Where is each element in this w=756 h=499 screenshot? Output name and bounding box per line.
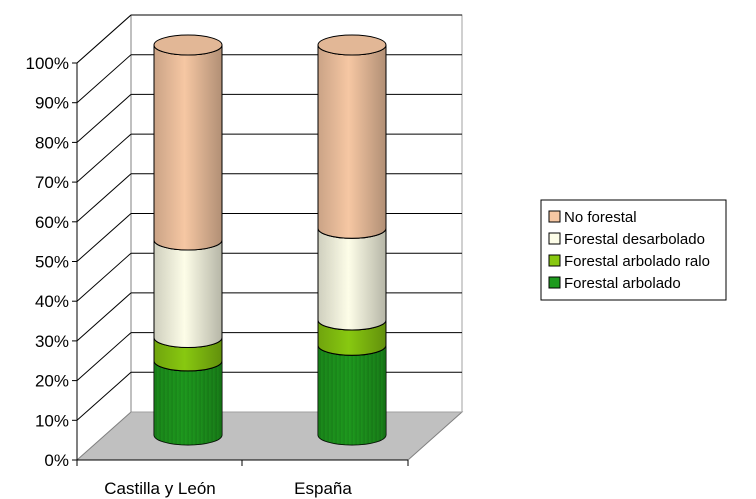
side-gridline	[76, 371, 132, 421]
side-gridline	[76, 213, 132, 262]
y-tick-label: 90%	[35, 94, 69, 113]
x-category-label: Castilla y León	[104, 479, 216, 498]
side-gridline	[76, 292, 132, 342]
x-category-labels: Castilla y León España	[104, 479, 352, 498]
legend-entry-label: Forestal arbolado ralo	[564, 253, 710, 270]
legend-swatch	[548, 210, 561, 223]
bar-castilla-y-leon	[153, 34, 223, 446]
side-gridline	[76, 54, 132, 104]
legend-swatch	[548, 232, 561, 245]
bar-segment-forestal-desarbolado	[317, 228, 387, 331]
legend: No forestal Forestal desarbolado Forestal …	[540, 199, 727, 301]
chart-floor	[75, 411, 464, 461]
y-tick-label: 50%	[35, 253, 69, 272]
bar-segment-no-forestal	[153, 44, 223, 251]
side-gridline	[76, 14, 132, 64]
bar-segment-no-forestal	[317, 44, 387, 239]
bar-segment-forestal-arbolado-texture	[318, 345, 386, 445]
side-gridline	[76, 332, 132, 381]
bar-segment-forestal-desarbolado	[153, 239, 223, 348]
y-tick-labels: 0% 10% 20% 30% 40% 50% 60% 70% 80% 90% 100%	[26, 54, 69, 470]
side-gridline	[76, 252, 132, 302]
bar-top-cap	[153, 34, 223, 56]
legend-entry-label: Forestal desarbolado	[564, 231, 705, 248]
legend-box	[540, 199, 727, 301]
y-tick-label: 10%	[35, 411, 69, 430]
y-tick-label: 60%	[35, 213, 69, 232]
bar-segment-forestal-arbolado-texture	[154, 360, 222, 445]
y-tick-label: 100%	[26, 54, 69, 73]
y-tick-label: 40%	[35, 292, 69, 311]
bars	[153, 34, 387, 446]
x-category-label: España	[294, 479, 352, 498]
side-gridline	[76, 133, 132, 183]
side-gridline	[76, 94, 132, 143]
y-tick-label: 0%	[44, 451, 69, 470]
bar-top-cap	[317, 34, 387, 56]
chart-walls	[75, 14, 464, 461]
y-tick-label: 80%	[35, 133, 69, 152]
legend-swatch	[548, 254, 561, 267]
y-tick-label: 20%	[35, 372, 69, 391]
bar-espana	[317, 34, 387, 446]
axes	[72, 62, 409, 466]
y-tick-label: 30%	[35, 332, 69, 351]
side-gridline	[76, 173, 132, 223]
legend-entry-label: No forestal	[564, 209, 637, 226]
y-tick-label: 70%	[35, 173, 69, 192]
legend-swatch	[548, 276, 561, 289]
legend-entry-label: Forestal arbolado	[564, 275, 681, 292]
